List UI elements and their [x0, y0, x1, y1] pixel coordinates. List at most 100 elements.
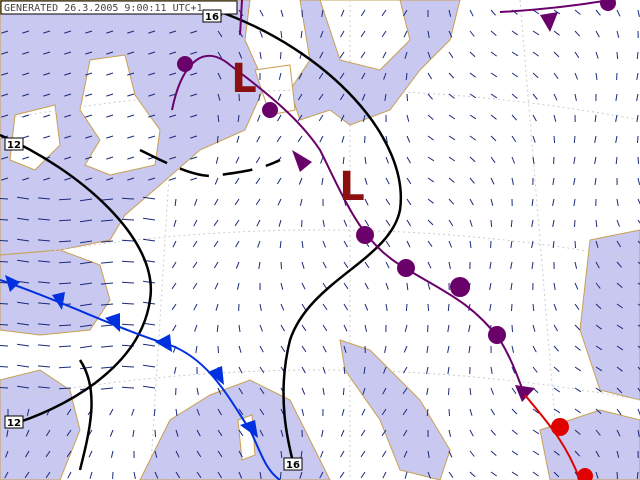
wind-arrow — [427, 51, 431, 59]
wind-arrow — [58, 198, 72, 201]
front-symbol — [515, 385, 535, 402]
wind-arrow — [616, 30, 620, 38]
wind-arrow — [320, 156, 324, 164]
wind-arrow — [22, 51, 30, 55]
wind-arrow — [448, 51, 454, 59]
wind-arrow — [234, 219, 240, 227]
wind-arrow — [322, 387, 325, 395]
wind-arrow — [616, 471, 618, 480]
wind-arrow — [301, 261, 305, 269]
wind-arrow — [511, 324, 513, 333]
wind-arrow — [193, 303, 198, 311]
wind-arrow — [447, 345, 450, 353]
wind-arrow — [43, 30, 51, 34]
wind-arrow — [67, 471, 72, 479]
wind-arrow — [173, 219, 177, 227]
wind-arrow — [259, 30, 263, 38]
wind-arrow — [340, 9, 345, 17]
wind-arrow — [301, 408, 305, 416]
wind-arrow — [637, 261, 640, 265]
wind-arrow — [58, 387, 72, 390]
wind-arrow — [637, 240, 640, 244]
wind-arrow — [490, 72, 498, 78]
wind-arrow — [257, 114, 261, 122]
wind-arrow — [406, 114, 410, 122]
wind-arrow — [573, 135, 576, 144]
wind-arrow — [511, 93, 518, 99]
wind-arrow — [532, 51, 539, 57]
wind-arrow — [22, 72, 30, 76]
wind-arrow — [320, 450, 324, 458]
wind-arrow — [17, 259, 30, 263]
wind-arrow — [448, 30, 453, 38]
wind-arrow — [171, 303, 177, 311]
wind-arrow — [531, 219, 534, 227]
wind-arrow — [406, 240, 411, 248]
wind-arrow — [100, 366, 114, 369]
wind-arrow — [154, 471, 159, 479]
wind-arrow — [278, 72, 282, 80]
wind-arrow — [153, 408, 156, 417]
wind-arrow — [595, 471, 599, 479]
wind-arrow — [427, 198, 434, 204]
wind-arrow — [80, 345, 93, 349]
wind-arrow — [85, 114, 93, 118]
wind-arrow — [427, 114, 434, 120]
wind-arrow — [490, 366, 493, 374]
wind-arrow — [343, 345, 347, 353]
wind-arrow — [469, 51, 476, 58]
wind-arrow — [532, 471, 539, 477]
wind-arrow — [1, 177, 9, 181]
wind-arrow — [58, 282, 72, 285]
wind-arrow — [190, 51, 198, 55]
wind-arrow — [143, 217, 156, 221]
wind-arrow — [340, 30, 345, 38]
wind-arrow — [339, 51, 345, 59]
wind-arrow — [381, 450, 387, 458]
wind-arrow — [1, 72, 9, 76]
wind-arrow — [532, 450, 540, 456]
wind-arrow — [403, 30, 408, 38]
wind-arrow — [360, 471, 366, 479]
wind-arrow — [217, 387, 222, 395]
wind-arrow — [360, 51, 366, 59]
wind-arrow — [447, 366, 450, 374]
wind-arrow — [574, 219, 576, 228]
wind-arrow — [301, 366, 306, 374]
wind-arrow — [4, 471, 9, 479]
isobar-label: 16 — [286, 460, 300, 471]
wind-arrow — [190, 156, 198, 160]
wind-arrow — [616, 387, 623, 394]
wind-arrow — [192, 240, 198, 248]
wind-arrow — [574, 450, 581, 457]
low-pressure-label: L — [231, 56, 257, 102]
wind-arrow — [448, 9, 452, 17]
wind-arrow — [171, 282, 177, 290]
wind-arrow — [301, 282, 306, 290]
wind-arrow — [0, 261, 9, 263]
wind-arrow — [448, 240, 453, 248]
wind-arrow — [469, 135, 476, 141]
denmark — [254, 64, 296, 116]
wind-arrow — [448, 135, 456, 141]
wind-arrow — [469, 408, 473, 416]
wind-arrow — [469, 9, 474, 17]
wind-arrow — [490, 387, 494, 395]
wind-arrow — [427, 450, 430, 458]
wind-arrow — [574, 366, 582, 372]
wind-arrow — [574, 240, 576, 249]
wind-arrow — [45, 450, 51, 458]
wind-arrow — [321, 177, 324, 185]
isobar-label-box — [4, 137, 24, 151]
wind-arrow — [427, 261, 432, 269]
wind-arrow — [174, 198, 177, 206]
wind-arrow — [343, 282, 349, 290]
wind-arrow — [190, 93, 198, 97]
wind-arrow — [489, 261, 492, 269]
wind-arrow — [169, 72, 177, 76]
wind-arrow — [340, 114, 345, 122]
wind-arrow — [341, 135, 345, 143]
wind-arrow — [510, 282, 513, 290]
wind-arrow — [0, 366, 9, 368]
wind-arrow — [360, 9, 366, 17]
